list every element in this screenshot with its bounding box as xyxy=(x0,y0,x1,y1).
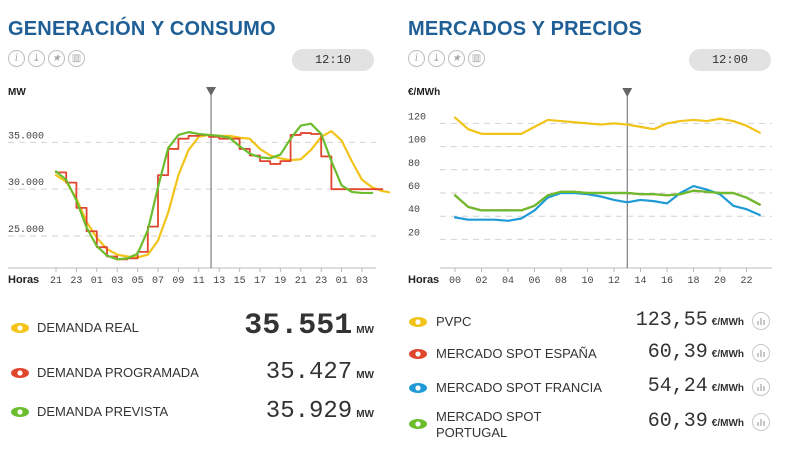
x-tick-label: 19 xyxy=(274,276,286,287)
y-tick-label: 25.000 xyxy=(8,225,44,236)
x-tick-label: 04 xyxy=(502,276,514,287)
legend-value: 35.551 MW xyxy=(244,309,374,343)
legend-item-demanda-programada[interactable]: DEMANDA PROGRAMADA xyxy=(10,365,199,380)
legend-label: MERCADO SPOT PORTUGAL xyxy=(436,409,542,440)
legend-item-spot-portugal[interactable]: MERCADO SPOT PORTUGAL xyxy=(408,409,556,441)
generation-consumption-panel: GENERACIÓN Y CONSUMO i ⤓ ★ ▥ 12:10 MW 25… xyxy=(0,0,390,476)
current-time-marker xyxy=(206,87,217,96)
panel-title: GENERACIÓN Y CONSUMO xyxy=(8,18,276,40)
x-tick-label: 02 xyxy=(475,276,487,287)
y-tick-label: 30.000 xyxy=(8,178,44,189)
star-icon[interactable]: ★ xyxy=(48,50,65,67)
legend-item-spot-espana[interactable]: MERCADO SPOT ESPAÑA xyxy=(408,346,597,361)
legend-item-demanda-real[interactable]: DEMANDA REAL xyxy=(10,320,139,335)
eye-icon xyxy=(409,383,427,393)
eye-icon xyxy=(409,317,427,327)
x-tick-label: 21 xyxy=(295,276,307,287)
x-tick-label: 20 xyxy=(714,276,726,287)
chart-icon[interactable]: ▥ xyxy=(468,50,485,67)
legend-value: 60,39 €/MWh xyxy=(647,341,744,364)
eye-icon xyxy=(11,368,29,378)
x-axis-title: Horas xyxy=(8,274,39,286)
x-tick-label: 08 xyxy=(555,276,567,287)
y-tick-label: 20 xyxy=(408,228,420,239)
chart-icon[interactable]: ▥ xyxy=(68,50,85,67)
legend-label: DEMANDA PREVISTA xyxy=(37,404,169,419)
legend-label: MERCADO SPOT FRANCIA xyxy=(436,380,602,395)
chart-detail-icon[interactable] xyxy=(752,344,770,362)
y-axis-unit: MW xyxy=(8,87,26,98)
y-tick-label: 120 xyxy=(408,112,426,123)
x-tick-label: 09 xyxy=(172,276,184,287)
x-tick-label: 00 xyxy=(449,276,461,287)
y-tick-label: 80 xyxy=(408,159,420,170)
download-icon[interactable]: ⤓ xyxy=(28,50,45,67)
panel-toolbar: i ⤓ ★ ▥ xyxy=(8,50,85,67)
series-line-mercado-spot-francia xyxy=(453,184,761,222)
legend-value: 35.929 MW xyxy=(265,398,374,425)
series-line-pvpc xyxy=(453,116,761,135)
x-tick-label: 03 xyxy=(356,276,368,287)
legend-item-spot-francia[interactable]: MERCADO SPOT FRANCIA xyxy=(408,380,602,395)
eye-icon xyxy=(11,323,29,333)
x-tick-label: 07 xyxy=(152,276,164,287)
time-badge: 12:00 xyxy=(689,49,771,71)
x-tick-label: 17 xyxy=(254,276,266,287)
legend-label: MERCADO SPOT ESPAÑA xyxy=(436,346,597,361)
eye-icon xyxy=(409,349,427,359)
x-tick-label: 23 xyxy=(70,276,82,287)
star-icon[interactable]: ★ xyxy=(448,50,465,67)
legend-label: PVPC xyxy=(436,314,472,329)
legend-value: 35.427 MW xyxy=(265,359,374,386)
chart-detail-icon[interactable] xyxy=(752,312,770,330)
series-line-demanda-programada xyxy=(55,132,384,261)
panel-title: MERCADOS Y PRECIOS xyxy=(408,18,643,40)
x-tick-label: 06 xyxy=(528,276,540,287)
x-tick-label: 05 xyxy=(132,276,144,287)
info-icon[interactable]: i xyxy=(8,50,25,67)
eye-icon xyxy=(11,407,29,417)
time-badge: 12:10 xyxy=(292,49,374,71)
x-tick-label: 15 xyxy=(234,276,246,287)
x-tick-label: 11 xyxy=(193,276,205,287)
legend-label: DEMANDA REAL xyxy=(37,320,139,335)
x-tick-label: 10 xyxy=(581,276,593,287)
legend-item-demanda-prevista[interactable]: DEMANDA PREVISTA xyxy=(10,404,168,419)
x-tick-label: 23 xyxy=(315,276,327,287)
x-tick-label: 12 xyxy=(608,276,620,287)
y-tick-label: 100 xyxy=(408,136,426,147)
info-icon[interactable]: i xyxy=(408,50,425,67)
x-tick-label: 18 xyxy=(687,276,699,287)
legend-value: 60,39 €/MWh xyxy=(647,410,744,433)
markets-prices-panel: MERCADOS Y PRECIOS i ⤓ ★ ▥ 12:00 €/MWh 2… xyxy=(400,0,790,476)
legend-value: 54,24 €/MWh xyxy=(647,375,744,398)
x-tick-label: 16 xyxy=(661,276,673,287)
download-icon[interactable]: ⤓ xyxy=(428,50,445,67)
panel-toolbar: i ⤓ ★ ▥ xyxy=(408,50,485,67)
current-time-marker xyxy=(622,88,633,97)
chart-detail-icon[interactable] xyxy=(752,413,770,431)
y-tick-label: 35.000 xyxy=(8,131,44,142)
x-tick-label: 03 xyxy=(111,276,123,287)
prices-chart[interactable]: 20 40 60 80 100 120 Horas 00 02 04 06 08 10 12 14 16 18 2… xyxy=(400,0,790,300)
y-tick-label: 60 xyxy=(408,182,420,193)
legend-item-pvpc[interactable]: PVPC xyxy=(408,314,471,329)
demand-chart[interactable]: 25.000 30.000 35.000 Horas 21 23 01 03 05 07 09 11 1… xyxy=(0,0,390,300)
y-tick-label: 40 xyxy=(408,205,420,216)
x-tick-label: 01 xyxy=(336,276,348,287)
y-axis-unit: €/MWh xyxy=(408,87,441,98)
x-tick-label: 22 xyxy=(740,276,752,287)
series-line-demanda-real xyxy=(54,130,390,259)
x-axis-title: Horas xyxy=(408,274,439,286)
x-tick-label: 14 xyxy=(634,276,646,287)
series-line-demanda-prevista xyxy=(54,122,374,261)
eye-icon xyxy=(409,419,427,429)
legend-label: DEMANDA PROGRAMADA xyxy=(37,365,199,380)
series-line-mercado-spot-portugal xyxy=(453,189,761,212)
legend-value: 123,55 €/MWh xyxy=(635,309,744,332)
x-tick-label: 01 xyxy=(91,276,103,287)
x-tick-label: 21 xyxy=(50,276,62,287)
chart-detail-icon[interactable] xyxy=(752,378,770,396)
x-tick-label: 13 xyxy=(213,276,225,287)
